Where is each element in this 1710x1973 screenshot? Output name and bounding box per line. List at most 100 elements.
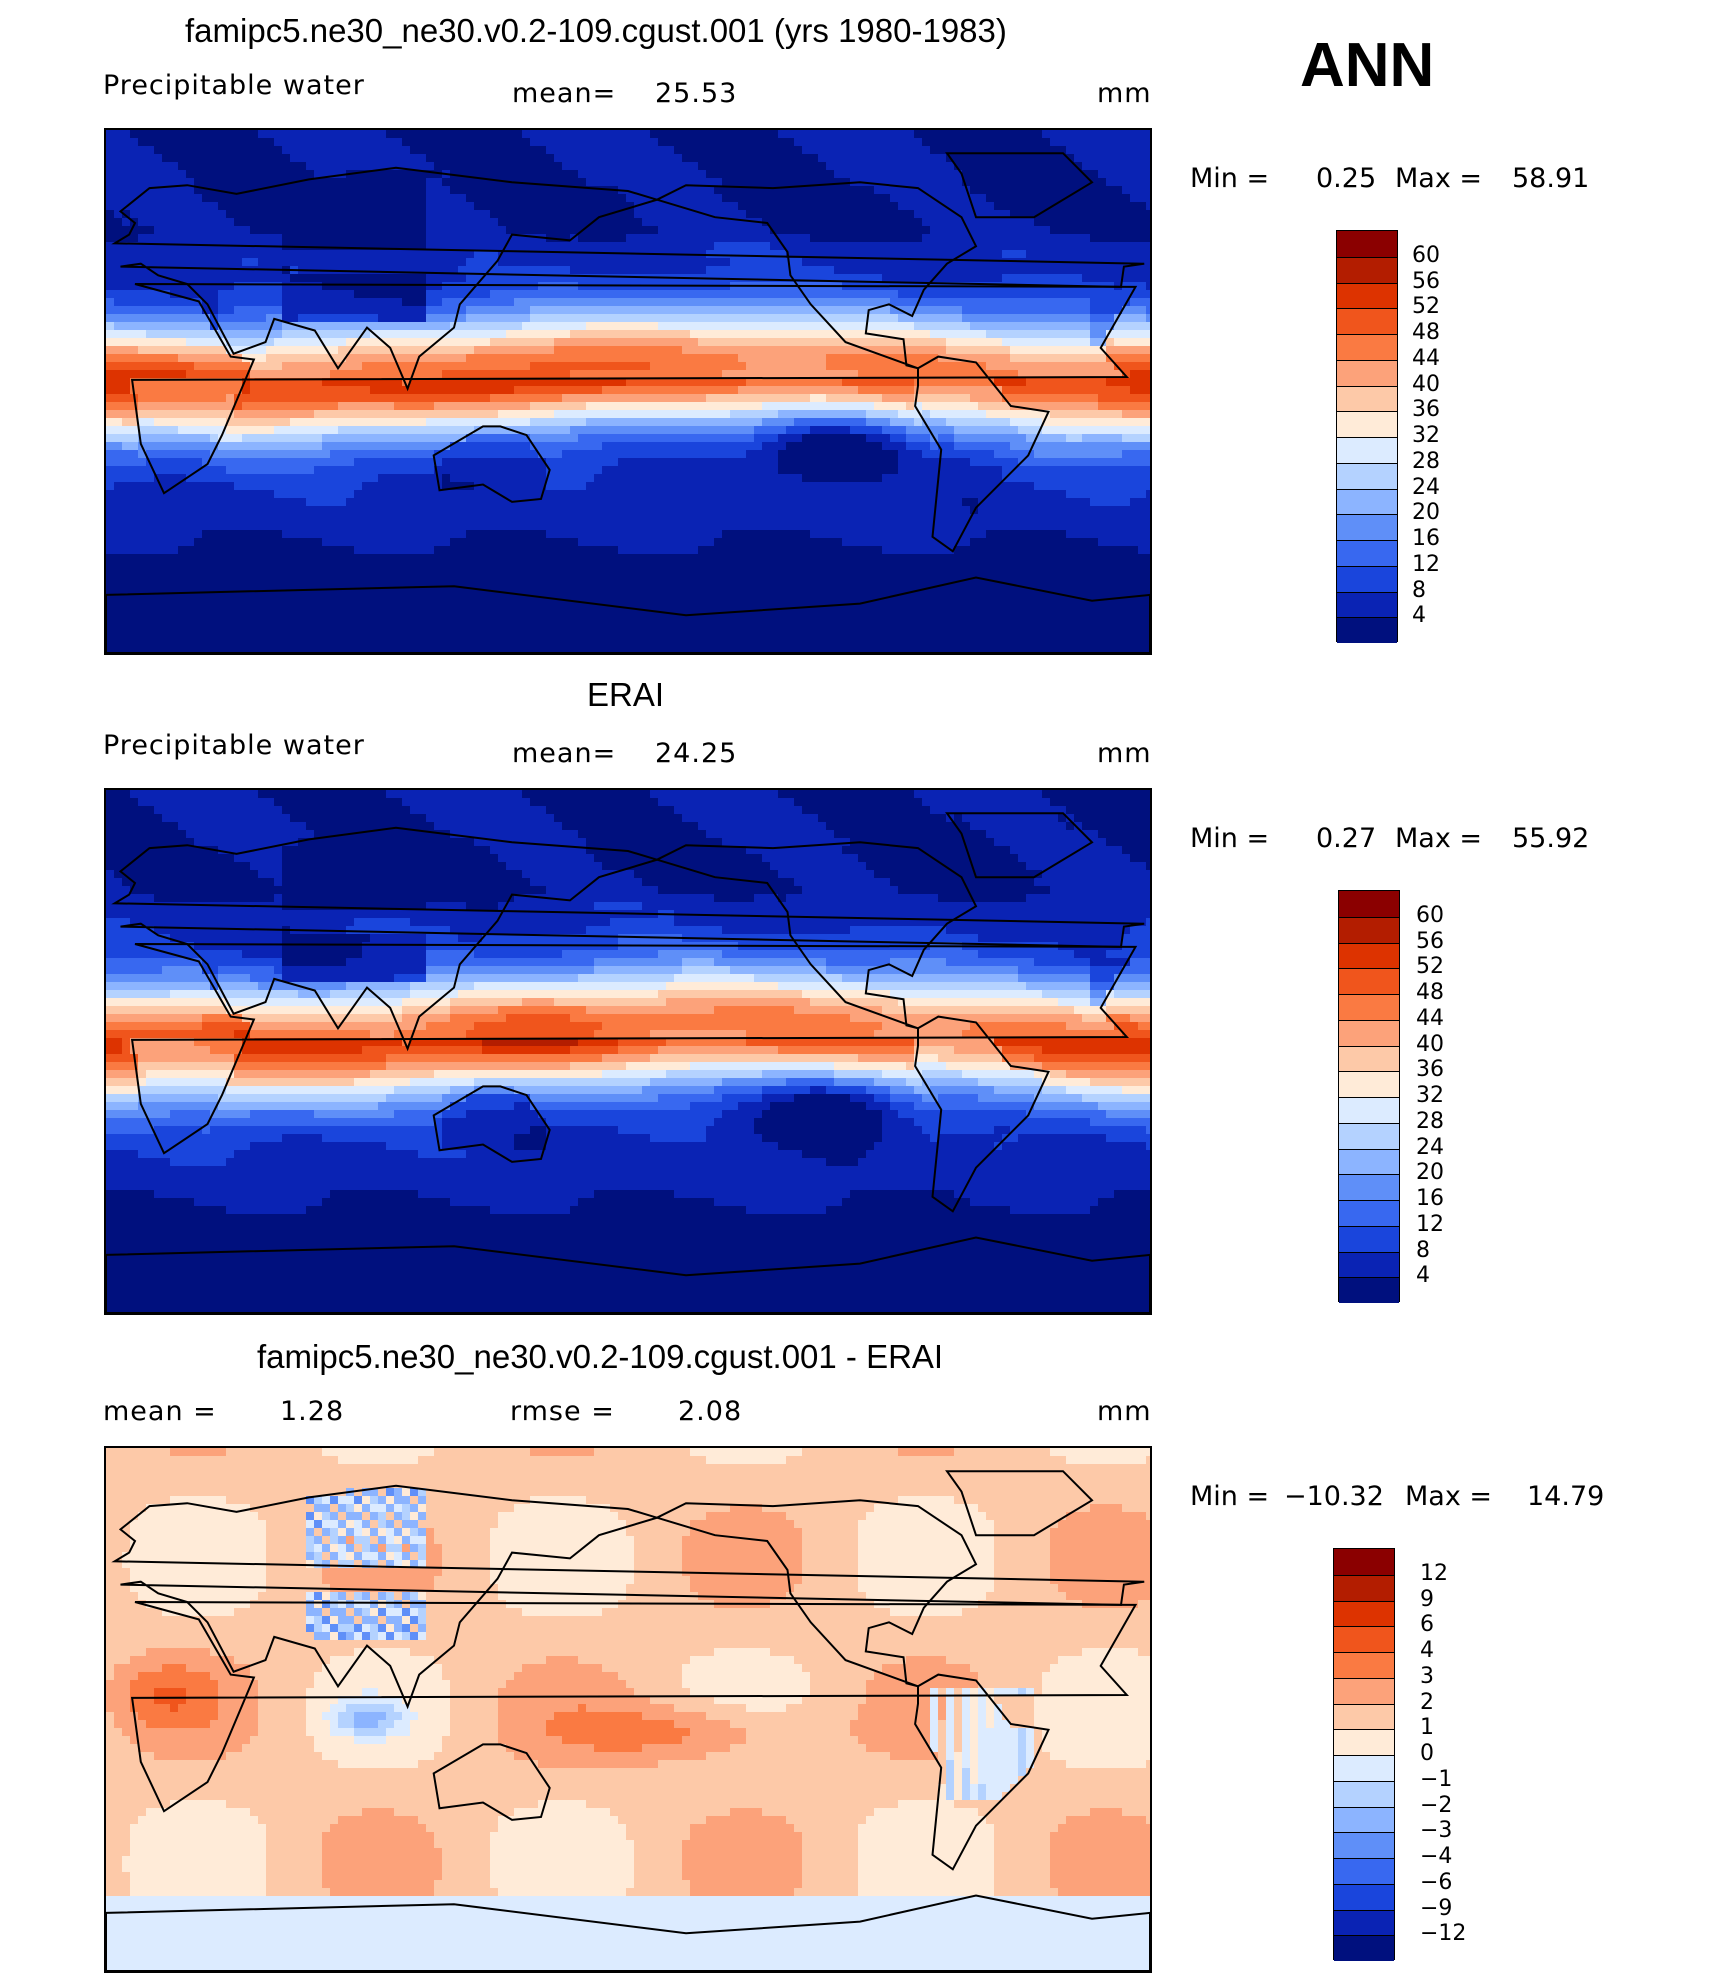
colorbar-tick-label: 1: [1420, 1715, 1434, 1740]
colorbar: [1333, 1548, 1395, 1960]
colorbar-swatch: [1339, 994, 1399, 1020]
colorbar-swatch: [1334, 1781, 1394, 1807]
min-label: Min =: [1190, 823, 1269, 854]
min-value: 0.25: [1316, 163, 1376, 194]
colorbar-tick-label: 16: [1416, 1186, 1444, 1211]
colorbar-swatch: [1337, 257, 1397, 283]
colorbar-swatch: [1339, 1046, 1399, 1072]
colorbar-swatch: [1337, 617, 1397, 643]
colorbar-swatch: [1339, 1123, 1399, 1149]
colorbar-swatch: [1334, 1807, 1394, 1833]
colorbar-tick-label: 44: [1412, 346, 1440, 371]
panel-title: famipc5.ne30_ne30.v0.2-109.cgust.001 - E…: [257, 1338, 943, 1376]
contour-field: [106, 1448, 1150, 1971]
colorbar-tick-label: 52: [1412, 294, 1440, 319]
colorbar-swatch: [1334, 1704, 1394, 1730]
colorbar: [1338, 890, 1400, 1302]
colorbar-swatch: [1337, 283, 1397, 309]
panel-title: ERAI: [587, 676, 664, 714]
colorbar-tick-label: 16: [1412, 526, 1440, 551]
colorbar-tick-label: 8: [1416, 1238, 1430, 1263]
colorbar-tick-label: 48: [1416, 980, 1444, 1005]
colorbar-swatch: [1334, 1910, 1394, 1936]
colorbar-tick-label: −1: [1420, 1767, 1452, 1792]
colorbar-tick-label: 40: [1416, 1032, 1444, 1057]
colorbar-tick-label: 12: [1420, 1561, 1448, 1586]
colorbar-tick-label: −9: [1420, 1896, 1452, 1921]
panel-title: famipc5.ne30_ne30.v0.2-109.cgust.001 (yr…: [185, 12, 1007, 50]
colorbar-tick-label: −6: [1420, 1870, 1452, 1895]
colorbar-swatch: [1339, 1097, 1399, 1123]
variable-label: Precipitable water: [103, 70, 365, 101]
colorbar-swatch: [1339, 1200, 1399, 1226]
colorbar-tick-label: −12: [1420, 1921, 1466, 1946]
colorbar-tick-label: 60: [1412, 243, 1440, 268]
colorbar-tick-label: 60: [1416, 903, 1444, 928]
colorbar-tick-label: 32: [1412, 423, 1440, 448]
colorbar-swatch: [1339, 1277, 1399, 1303]
season-label: ANN: [1300, 30, 1434, 101]
colorbar-swatch: [1337, 566, 1397, 592]
contour-field: [106, 790, 1150, 1313]
max-label: Max =: [1395, 823, 1482, 854]
colorbar-swatch: [1337, 231, 1397, 257]
colorbar-swatch: [1334, 1626, 1394, 1652]
units-label: mm: [1097, 738, 1152, 769]
variable-label: Precipitable water: [103, 730, 365, 761]
colorbar-tick-label: 0: [1420, 1741, 1434, 1766]
colorbar-tick-label: 2: [1420, 1690, 1434, 1715]
colorbar-tick-label: 24: [1412, 475, 1440, 500]
max-value: 14.79: [1527, 1481, 1604, 1512]
colorbar-swatch: [1339, 891, 1399, 917]
colorbar-swatch: [1337, 386, 1397, 412]
colorbar-swatch: [1334, 1858, 1394, 1884]
colorbar-swatch: [1339, 1252, 1399, 1278]
mean-value: 25.53: [655, 78, 737, 109]
mean-label: mean =: [103, 1396, 217, 1427]
min-label: Min =: [1190, 163, 1269, 194]
colorbar-tick-label: 6: [1420, 1612, 1434, 1637]
colorbar-swatch: [1337, 411, 1397, 437]
colorbar-swatch: [1337, 360, 1397, 386]
units-label: mm: [1097, 1396, 1152, 1427]
colorbar-swatch: [1337, 437, 1397, 463]
colorbar-tick-label: 20: [1412, 500, 1440, 525]
colorbar-tick-label: 36: [1416, 1057, 1444, 1082]
colorbar-tick-label: 12: [1412, 552, 1440, 577]
colorbar-swatch: [1339, 968, 1399, 994]
colorbar-tick-label: 4: [1412, 603, 1426, 628]
colorbar-tick-label: 32: [1416, 1083, 1444, 1108]
max-label: Max =: [1405, 1481, 1492, 1512]
colorbar-tick-label: 40: [1412, 372, 1440, 397]
colorbar-swatch: [1337, 514, 1397, 540]
colorbar-tick-label: 24: [1416, 1135, 1444, 1160]
mean-label: mean=: [512, 738, 616, 769]
colorbar-tick-label: 20: [1416, 1160, 1444, 1185]
units-label: mm: [1097, 78, 1152, 109]
colorbar-swatch: [1334, 1884, 1394, 1910]
colorbar: [1336, 230, 1398, 642]
colorbar-tick-label: 28: [1412, 449, 1440, 474]
colorbar-swatch: [1337, 308, 1397, 334]
colorbar-swatch: [1334, 1652, 1394, 1678]
min-value: 0.27: [1316, 823, 1376, 854]
max-label: Max =: [1395, 163, 1482, 194]
colorbar-swatch: [1337, 463, 1397, 489]
colorbar-swatch: [1334, 1575, 1394, 1601]
min-label: Min =: [1190, 1481, 1269, 1512]
colorbar-swatch: [1339, 943, 1399, 969]
colorbar-tick-label: −4: [1420, 1844, 1452, 1869]
colorbar-tick-label: 52: [1416, 954, 1444, 979]
colorbar-swatch: [1337, 334, 1397, 360]
rmse-value: 2.08: [678, 1396, 742, 1427]
colorbar-swatch: [1339, 1071, 1399, 1097]
map-panel-obs: [104, 788, 1152, 1315]
rmse-label: rmse =: [510, 1396, 615, 1427]
colorbar-swatch: [1337, 489, 1397, 515]
mean-value: 24.25: [655, 738, 737, 769]
colorbar-swatch: [1334, 1755, 1394, 1781]
colorbar-swatch: [1334, 1832, 1394, 1858]
colorbar-tick-label: 9: [1420, 1587, 1434, 1612]
colorbar-swatch: [1339, 1174, 1399, 1200]
colorbar-tick-label: 8: [1412, 578, 1426, 603]
